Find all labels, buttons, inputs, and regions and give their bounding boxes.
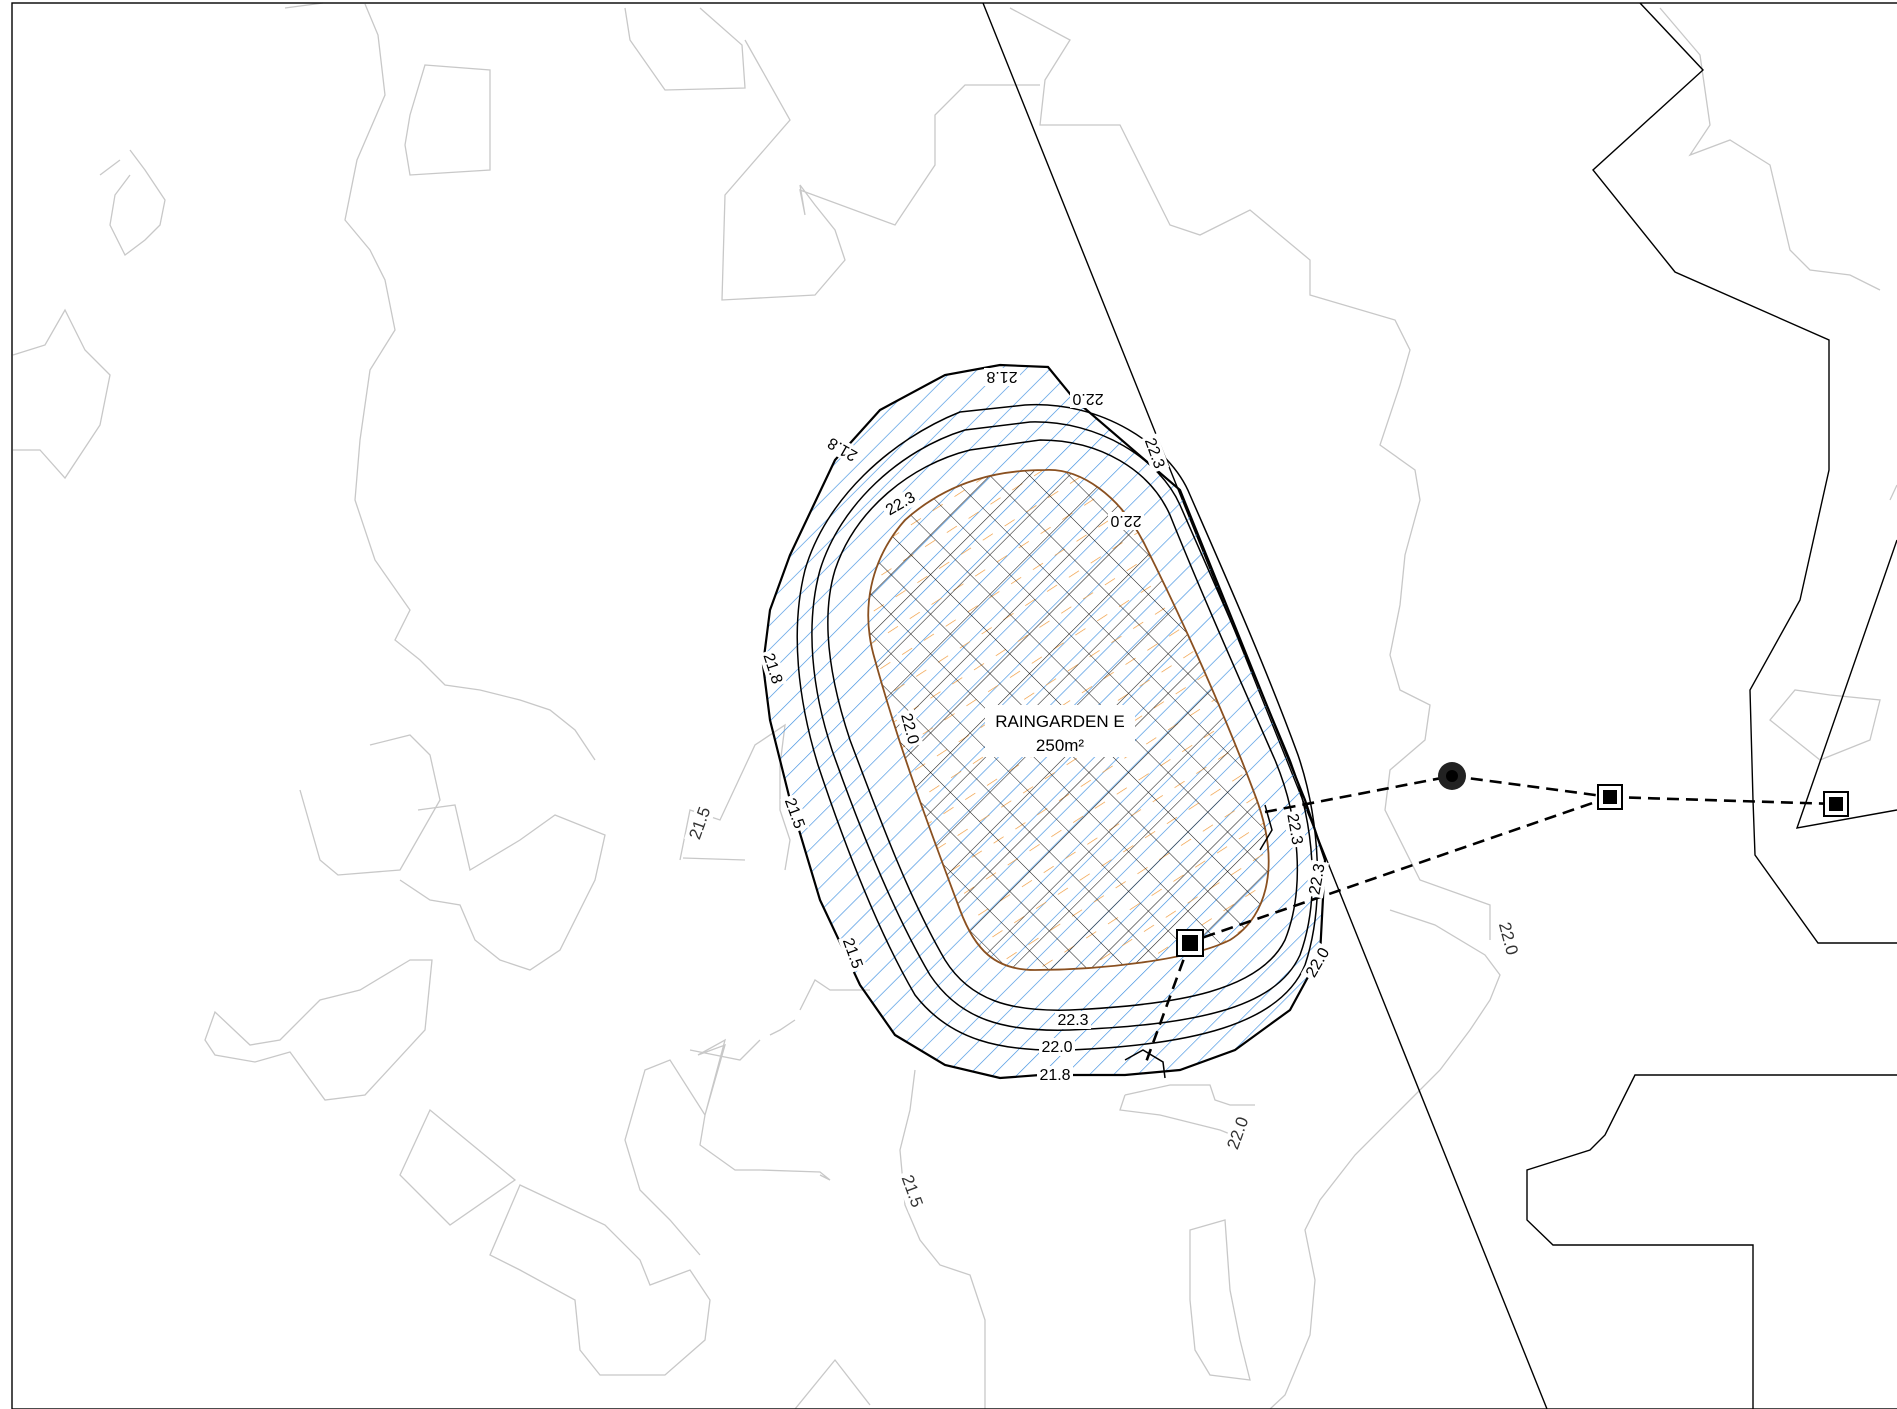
contour-label: 22.3 [1306,862,1328,896]
contour-22-3-inner [827,439,1299,1011]
contour-22-0-inner [811,421,1314,1031]
contour-label: 22.3 [1057,1012,1088,1029]
raingarden-name: RAINGARDEN E [995,712,1124,731]
contour-label: 22.0 [1072,390,1103,407]
contour-label: 22.3 [1283,812,1305,846]
raingarden-basin-outline [867,469,1270,971]
contour-label: 21.8 [986,368,1017,385]
contour-label: 22.0 [1110,512,1141,529]
filled-circle-manhole-icon[interactable] [1438,762,1466,790]
terrain-contours [12,2,1897,1409]
contour-label: 22.0 [1041,1039,1072,1056]
raingarden-area: 250m² [1036,736,1085,755]
terrain-label: 22.0 [1495,920,1522,957]
square-pit-icon[interactable] [1597,784,1623,810]
square-pit-icon[interactable] [1823,791,1849,817]
contour-label: 21.8 [1039,1067,1070,1084]
drainage-network [1143,762,1849,1066]
square-pit-icon[interactable] [1176,929,1204,957]
raingarden-title: RAINGARDEN E 250m² [985,705,1135,757]
